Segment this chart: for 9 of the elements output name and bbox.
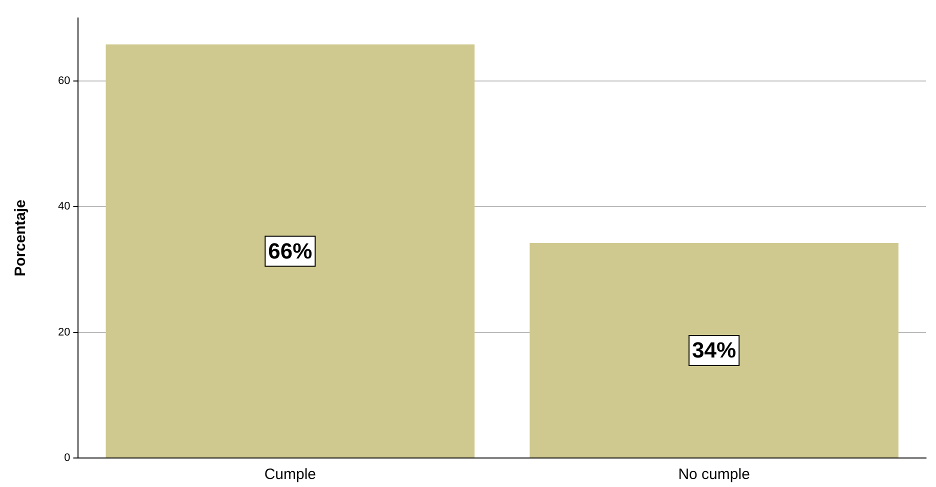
- data-label: 66%: [268, 238, 312, 264]
- y-axis-title: Porcentaje: [12, 200, 30, 276]
- y-tick-label: 20: [58, 326, 70, 338]
- y-tick-label: 0: [64, 452, 70, 464]
- x-tick-label: No cumple: [678, 466, 750, 484]
- y-tick-label: 60: [58, 74, 70, 87]
- x-tick-label: Cumple: [264, 466, 316, 484]
- data-label: 34%: [692, 338, 736, 363]
- y-tick-label: 40: [58, 200, 70, 213]
